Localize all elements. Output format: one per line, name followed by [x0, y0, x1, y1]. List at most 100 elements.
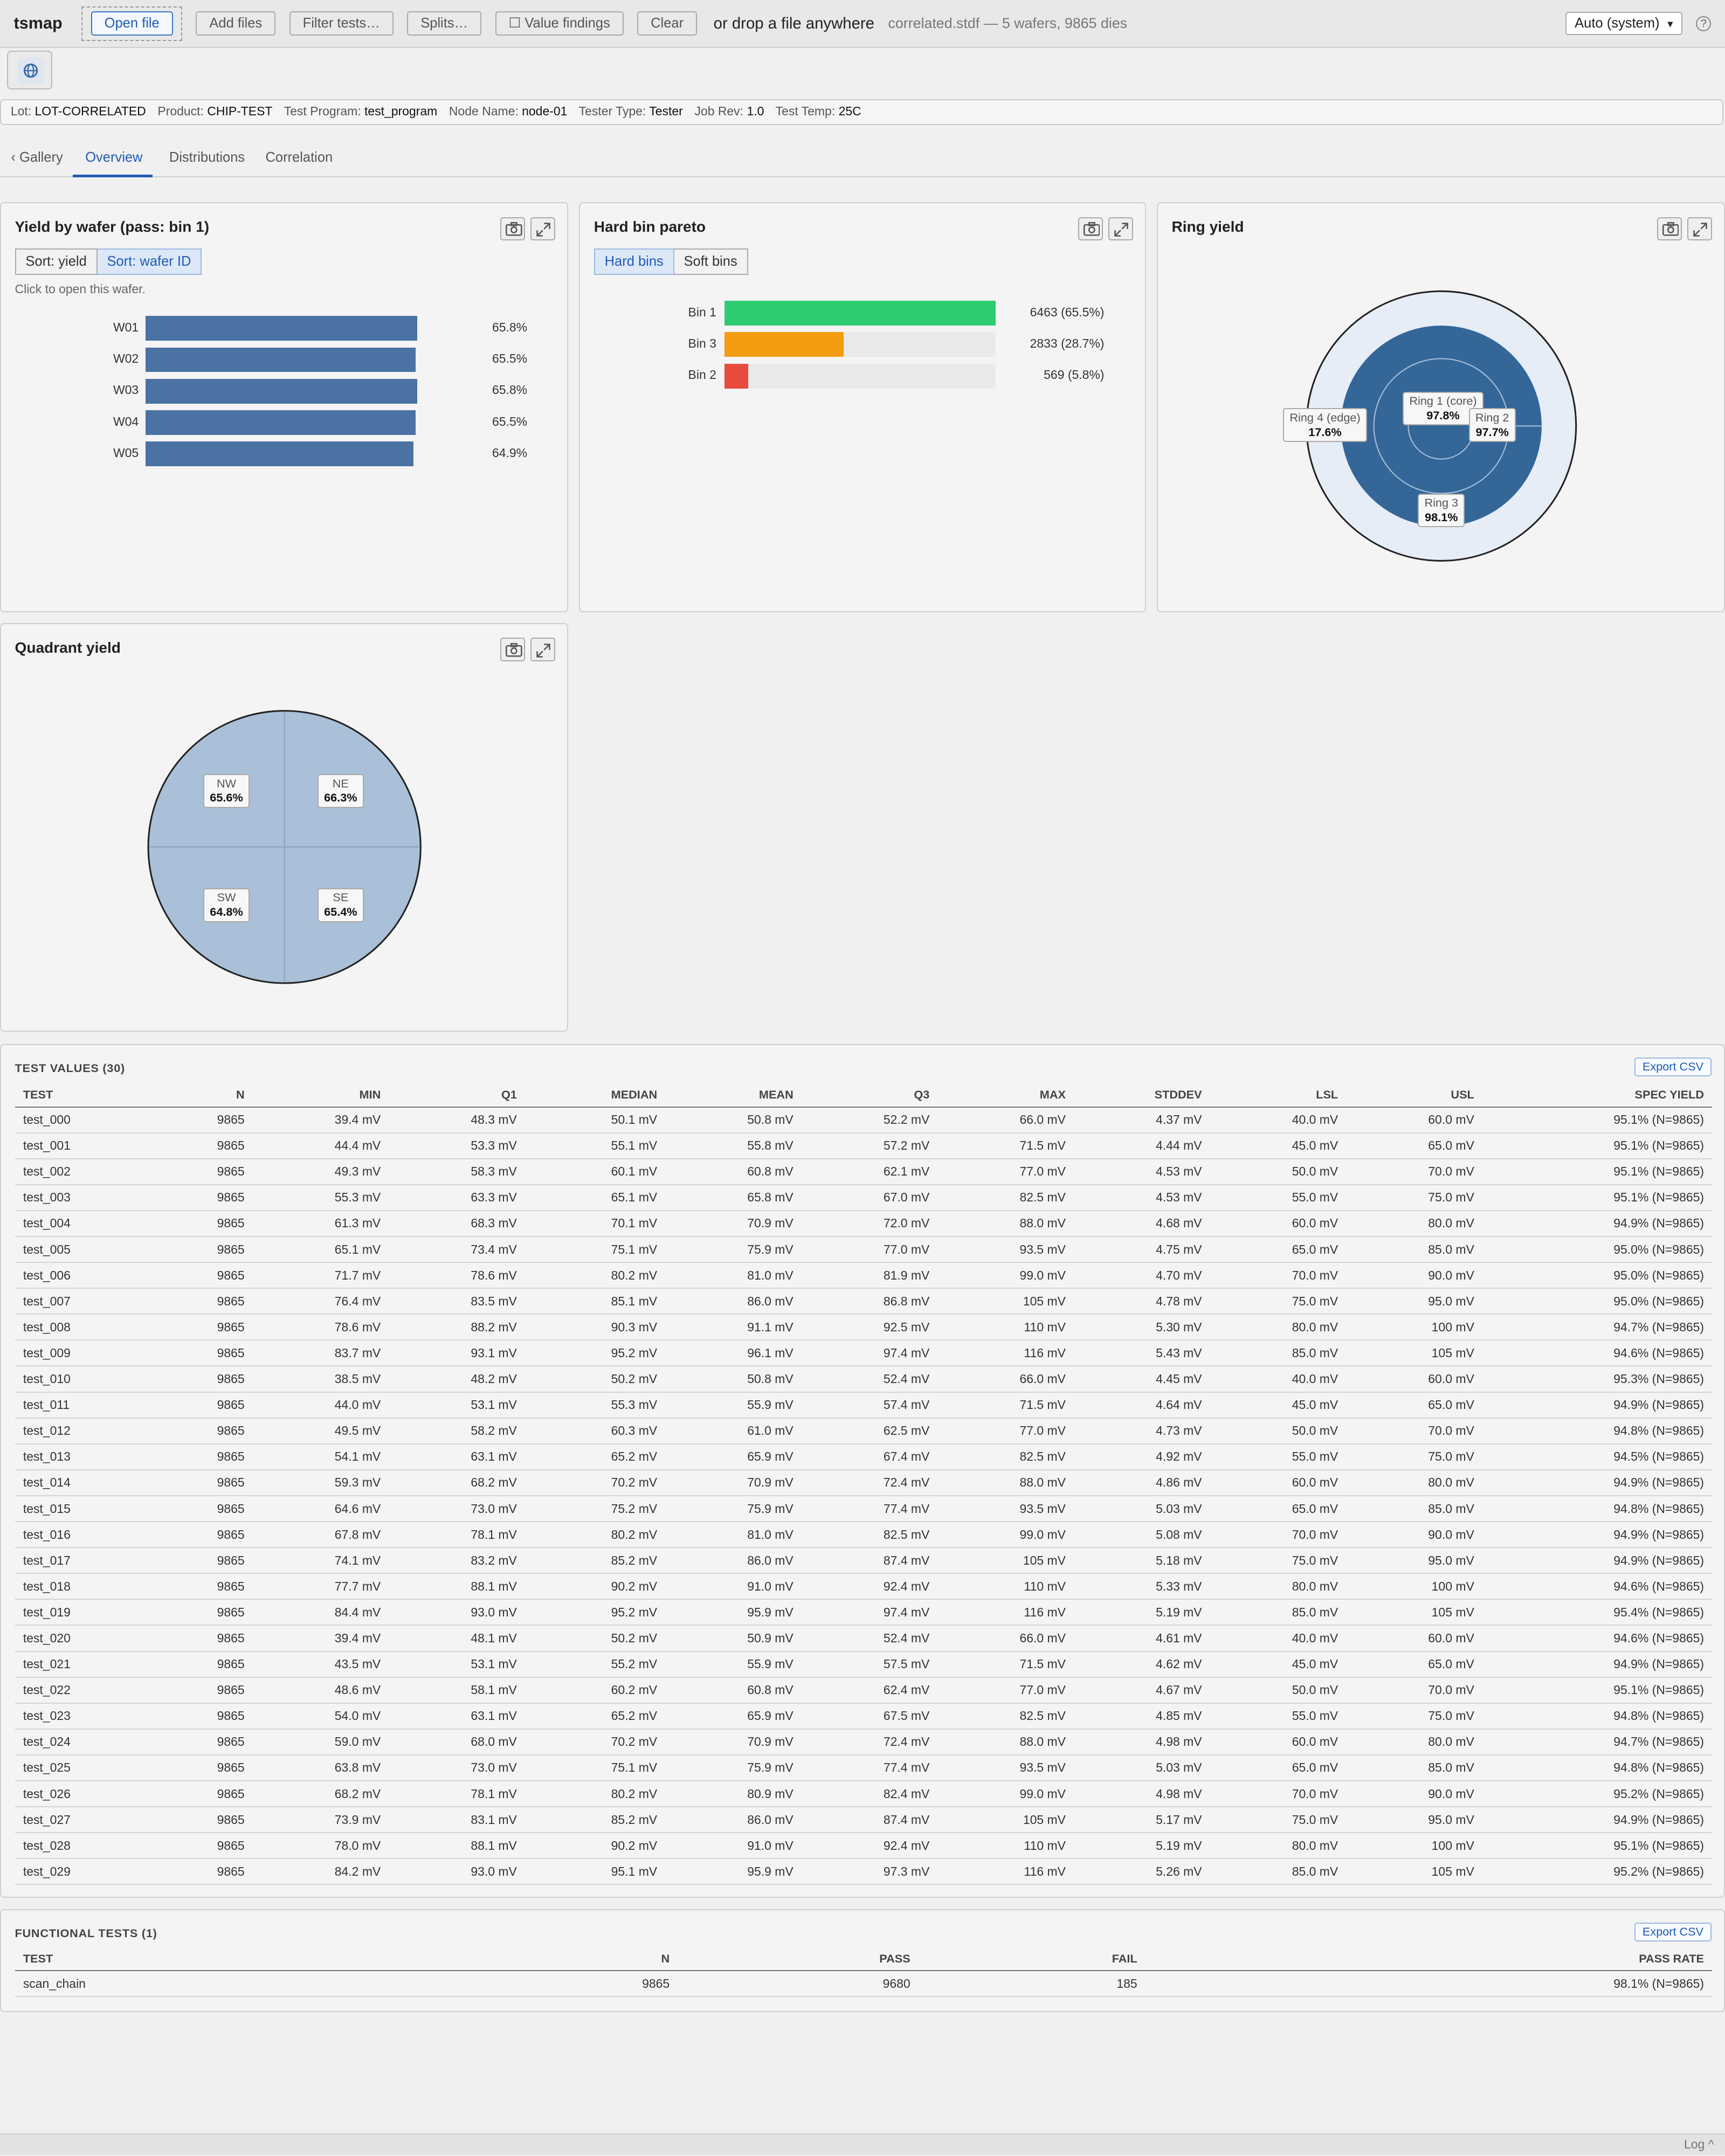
table-cell: test_028	[15, 1833, 98, 1860]
table-row[interactable]: test_001 9865 44.4 mV 53.3 mV 55.1 mV 55.8 mV…	[15, 1132, 1713, 1159]
wafer-yield-bar[interactable]	[145, 441, 413, 466]
table-row[interactable]: test_008 9865 78.6 mV 88.2 mV 90.3 mV 91.1 mV…	[15, 1314, 1713, 1341]
clear-button[interactable]: Clear	[637, 11, 698, 36]
table-row[interactable]: test_020 9865 39.4 mV 48.1 mV 50.2 mV 50.9 mV…	[15, 1625, 1713, 1652]
table-row[interactable]: test_007 9865 76.4 mV 83.5 mV 85.1 mV 86.0 mV…	[15, 1288, 1713, 1315]
table-row[interactable]: test_000 9865 39.4 mV 48.3 mV 50.1 mV 50.8 mV…	[15, 1107, 1713, 1134]
table-row[interactable]: test_003 9865 55.3 mV 63.3 mV 65.1 mV 65.8 mV…	[15, 1184, 1713, 1211]
table-cell: 66.0 mV	[937, 1107, 1074, 1134]
table-cell: 87.4 mV	[802, 1547, 938, 1574]
wafer-yield-bar[interactable]	[145, 410, 416, 435]
table-cell: 95.0 mV	[1346, 1807, 1483, 1834]
log-toggle[interactable]: Log ^	[1683, 2137, 1714, 2151]
table-cell: 94.9% (N=9865)	[1482, 1807, 1713, 1834]
table-row[interactable]: test_019 9865 84.4 mV 93.0 mV 95.2 mV 95.9 mV…	[15, 1599, 1713, 1626]
table-cell: 52.4 mV	[802, 1366, 938, 1393]
tab-overview[interactable]: Overview	[85, 150, 143, 165]
table-row[interactable]: test_006 9865 71.7 mV 78.6 mV 80.2 mV 81.0 mV…	[15, 1262, 1713, 1289]
table-cell: 94.8% (N=9865)	[1482, 1418, 1713, 1445]
table-row[interactable]: test_021 9865 43.5 mV 53.1 mV 55.2 mV 55.9 mV…	[15, 1651, 1713, 1678]
table-cell: 5.08 mV	[1074, 1522, 1210, 1549]
table-row[interactable]: test_026 9865 68.2 mV 78.1 mV 80.2 mV 80.9 mV…	[15, 1780, 1713, 1808]
export-csv-button[interactable]: Export CSV	[1634, 1057, 1712, 1076]
tab-gallery[interactable]: ‹ Gallery	[11, 150, 63, 165]
table-cell: 38.5 mV	[252, 1366, 389, 1393]
table-row[interactable]: test_010 9865 38.5 mV 48.2 mV 50.2 mV 50.8 mV…	[15, 1366, 1713, 1393]
open-file-zone[interactable]: Open file	[81, 6, 182, 41]
wafer-yield-bar[interactable]	[145, 378, 417, 404]
screenshot-button[interactable]	[500, 638, 526, 661]
screenshot-button[interactable]	[500, 217, 526, 240]
table-row[interactable]: test_023 9865 54.0 mV 63.1 mV 65.2 mV 65.9 mV…	[15, 1703, 1713, 1730]
expand-button[interactable]	[530, 638, 556, 661]
table-row[interactable]: test_024 9865 59.0 mV 68.0 mV 70.2 mV 70.9 mV…	[15, 1729, 1713, 1756]
wafer-yield-bar[interactable]	[145, 347, 416, 372]
table-cell: 110 mV	[937, 1573, 1074, 1600]
table-cell: 75.0 mV	[1346, 1443, 1483, 1470]
table-cell: 9865	[97, 1314, 253, 1341]
ring-3-label: Ring 3 98.1%	[1418, 493, 1465, 528]
table-cell: 43.5 mV	[252, 1651, 389, 1678]
tab-distributions[interactable]: Distributions	[169, 150, 245, 165]
table-cell: 94.9% (N=9865)	[1482, 1522, 1713, 1549]
table-cell: 90.2 mV	[525, 1573, 666, 1600]
table-row[interactable]: test_004 9865 61.3 mV 68.3 mV 70.1 mV 70.9 mV…	[15, 1210, 1713, 1238]
wafer-view-button[interactable]	[6, 51, 52, 89]
table-cell: 9865	[97, 1703, 253, 1730]
table-row[interactable]: test_014 9865 59.3 mV 68.2 mV 70.2 mV 70.9 mV…	[15, 1469, 1713, 1496]
expand-button[interactable]	[530, 217, 556, 240]
splits-button[interactable]: Splits…	[407, 11, 481, 36]
bin-count-bar[interactable]	[724, 363, 749, 389]
tab-correlation[interactable]: Correlation	[265, 150, 333, 165]
table-row[interactable]: test_009 9865 83.7 mV 93.1 mV 95.2 mV 96.1 mV…	[15, 1340, 1713, 1367]
value-findings-toggle[interactable]: ☐ Value findings	[495, 11, 624, 36]
sort-wafer-id-button[interactable]: Sort: wafer ID	[97, 248, 202, 275]
table-row[interactable]: test_025 9865 63.8 mV 73.0 mV 75.1 mV 75.9 mV…	[15, 1754, 1713, 1781]
export-csv-button[interactable]: Export CSV	[1634, 1922, 1712, 1941]
hard-bins-button[interactable]: Hard bins	[594, 248, 674, 275]
table-row[interactable]: test_013 9865 54.1 mV 63.1 mV 65.2 mV 65.9 mV…	[15, 1443, 1713, 1470]
table-row[interactable]: test_015 9865 64.6 mV 73.0 mV 75.2 mV 75.9 mV…	[15, 1495, 1713, 1523]
lot-label: Lot:	[10, 104, 32, 119]
table-row[interactable]: test_029 9865 84.2 mV 93.0 mV 95.1 mV 95.9 mV…	[15, 1858, 1713, 1885]
table-row[interactable]: test_022 9865 48.6 mV 58.1 mV 60.2 mV 60.8 mV…	[15, 1677, 1713, 1704]
table-cell: 9865	[97, 1547, 253, 1574]
table-cell: 85.0 mV	[1210, 1858, 1347, 1885]
table-cell: 105 mV	[937, 1288, 1074, 1315]
table-cell: 95.2% (N=9865)	[1482, 1780, 1713, 1808]
bin-count-bar[interactable]	[724, 332, 844, 357]
theme-select[interactable]: Auto (system) ▾	[1565, 12, 1682, 36]
table-row[interactable]: test_018 9865 77.7 mV 88.1 mV 90.2 mV 91.0 mV…	[15, 1573, 1713, 1600]
column-header: MIN	[252, 1083, 389, 1108]
table-cell: 80.2 mV	[525, 1522, 666, 1549]
filter-tests-button[interactable]: Filter tests…	[289, 11, 394, 36]
table-row[interactable]: test_011 9865 44.0 mV 53.1 mV 55.3 mV 55.9 mV…	[15, 1392, 1713, 1419]
sort-yield-button[interactable]: Sort: yield	[15, 248, 98, 275]
table-row[interactable]: test_027 9865 73.9 mV 83.1 mV 85.2 mV 86.0 mV…	[15, 1807, 1713, 1834]
screenshot-button[interactable]	[1078, 217, 1103, 240]
soft-bins-button[interactable]: Soft bins	[674, 248, 748, 275]
table-row[interactable]: test_028 9865 78.0 mV 88.1 mV 90.2 mV 91.0 mV…	[15, 1833, 1713, 1860]
table-cell: 63.1 mV	[389, 1703, 526, 1730]
table-row[interactable]: scan_chain 9865 9680 185 98.1% (N=9865)	[15, 1971, 1713, 1998]
screenshot-button[interactable]	[1657, 217, 1682, 240]
table-cell: 94.9% (N=9865)	[1482, 1651, 1713, 1678]
add-files-button[interactable]: Add files	[196, 11, 276, 36]
table-cell: test_019	[15, 1599, 98, 1626]
help-icon[interactable]: ?	[1696, 16, 1712, 31]
table-row[interactable]: test_017 9865 74.1 mV 83.2 mV 85.2 mV 86.0 mV…	[15, 1547, 1713, 1574]
wafer-label: W03	[113, 383, 139, 397]
table-cell: 4.67 mV	[1074, 1677, 1210, 1704]
table-row[interactable]: test_002 9865 49.3 mV 58.3 mV 60.1 mV 60.8 mV…	[15, 1158, 1713, 1185]
wafer-yield-bar[interactable]	[145, 316, 417, 341]
open-file-button[interactable]: Open file	[91, 11, 173, 36]
table-row[interactable]: test_016 9865 67.8 mV 78.1 mV 80.2 mV 81.0 mV…	[15, 1522, 1713, 1549]
table-cell: 84.4 mV	[252, 1599, 389, 1626]
table-row[interactable]: test_012 9865 49.5 mV 58.2 mV 60.3 mV 61.0 mV…	[15, 1418, 1713, 1445]
table-row[interactable]: test_005 9865 65.1 mV 73.4 mV 75.1 mV 75.9 mV…	[15, 1236, 1713, 1263]
expand-button[interactable]	[1108, 217, 1134, 240]
table-cell: test_029	[15, 1858, 98, 1885]
expand-button[interactable]	[1687, 217, 1713, 240]
bin-count-bar[interactable]	[724, 301, 996, 326]
table-cell: 40.0 mV	[1210, 1366, 1347, 1393]
